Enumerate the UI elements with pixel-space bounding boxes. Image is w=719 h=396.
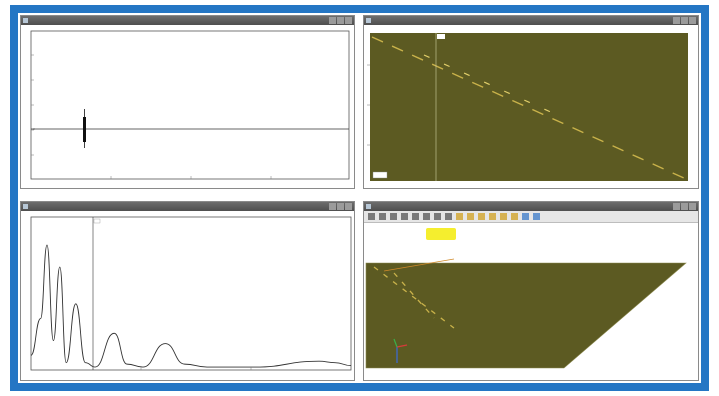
close-button[interactable]: [345, 203, 352, 210]
map-legend-box: [372, 171, 388, 179]
window-controls: [329, 17, 352, 24]
home-icon[interactable]: [478, 213, 485, 220]
waveform-pulse: [83, 109, 86, 148]
map-trace-highlight: [423, 54, 565, 119]
map-y-ticks: [367, 64, 370, 146]
map-titlebar[interactable]: [364, 16, 698, 25]
surface-cursor-trace: [383, 258, 455, 272]
workspace: [18, 13, 701, 383]
fit-icon[interactable]: [445, 213, 452, 220]
spectrum-cursor-label-box: [93, 218, 101, 224]
zoom-box-icon[interactable]: [379, 213, 386, 220]
axes-icon[interactable]: [467, 213, 474, 220]
settings-icon[interactable]: [533, 213, 540, 220]
pan-icon[interactable]: [412, 213, 419, 220]
window-icon: [366, 18, 371, 23]
surface-plane: [365, 262, 687, 369]
zoom-out-icon[interactable]: [434, 213, 441, 220]
waveform-x-ticks: [110, 176, 272, 179]
minimize-button[interactable]: [329, 203, 336, 210]
spectrum-titlebar[interactable]: [21, 202, 354, 211]
spectrum-plot-area: [30, 216, 352, 371]
spectrum-plot[interactable]: [21, 211, 355, 381]
close-button[interactable]: [345, 17, 352, 24]
spectrum-x-ticks: [140, 367, 252, 370]
spectrum-panel[interactable]: [20, 201, 355, 381]
axis-gizmo-icon: [393, 338, 408, 363]
view3d-toolbar: [364, 211, 698, 223]
waveform-plot[interactable]: [21, 25, 355, 189]
camera-icon[interactable]: [511, 213, 518, 220]
window-icon: [366, 204, 371, 209]
zoom-in-icon[interactable]: [423, 213, 430, 220]
maximize-button[interactable]: [337, 17, 344, 24]
waveform-y-ticks: [31, 54, 34, 156]
window-controls: [329, 203, 352, 210]
minimize-button[interactable]: [673, 17, 680, 24]
map-cursor-label-box: [437, 34, 445, 39]
export-icon[interactable]: [522, 213, 529, 220]
maximize-button[interactable]: [681, 17, 688, 24]
map-plot[interactable]: [364, 25, 699, 189]
color-icon[interactable]: [489, 213, 496, 220]
window-frame: [10, 5, 709, 391]
map-trace: [371, 36, 687, 180]
select-icon[interactable]: [390, 213, 397, 220]
rotate-icon[interactable]: [401, 213, 408, 220]
view3d-titlebar[interactable]: [364, 202, 698, 211]
minimize-button[interactable]: [673, 203, 680, 210]
grid-icon[interactable]: [456, 213, 463, 220]
surface-trace: [373, 266, 455, 329]
close-button[interactable]: [689, 17, 696, 24]
window-icon: [23, 18, 28, 23]
window-controls: [673, 17, 696, 24]
spectrum-line: [30, 244, 352, 368]
map-panel[interactable]: [363, 15, 699, 189]
light-icon[interactable]: [500, 213, 507, 220]
maximize-button[interactable]: [681, 203, 688, 210]
view3d-scene[interactable]: [364, 223, 699, 381]
waveform-panel[interactable]: [20, 15, 355, 189]
close-button[interactable]: [689, 203, 696, 210]
highlight-marker: [426, 228, 456, 240]
view3d-panel[interactable]: [363, 201, 699, 381]
minimize-button[interactable]: [329, 17, 336, 24]
pointer-icon[interactable]: [368, 213, 375, 220]
window-controls: [673, 203, 696, 210]
waveform-titlebar[interactable]: [21, 16, 354, 25]
window-icon: [23, 204, 28, 209]
maximize-button[interactable]: [337, 203, 344, 210]
waveform-plot-area: [30, 30, 350, 180]
